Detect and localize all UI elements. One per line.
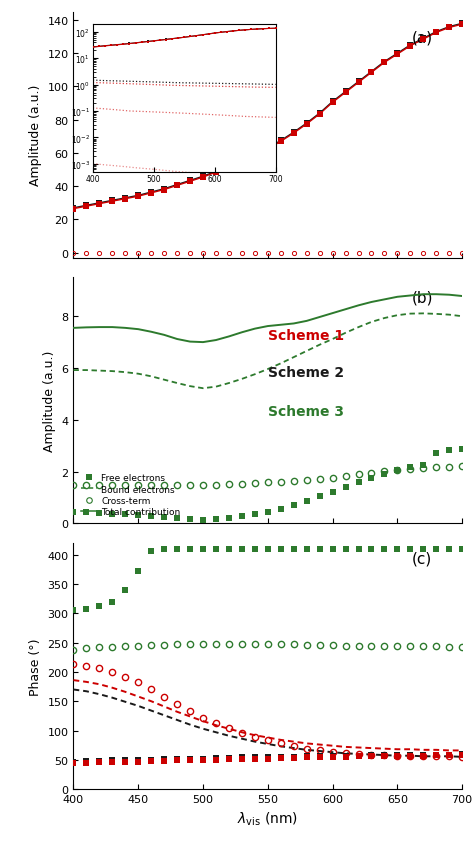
Text: (a): (a) — [411, 30, 433, 45]
Y-axis label: Amplitude (a.u.): Amplitude (a.u.) — [29, 85, 42, 187]
Y-axis label: Phase (°): Phase (°) — [29, 637, 42, 695]
Text: Scheme 3: Scheme 3 — [268, 404, 344, 419]
Text: Scheme 2: Scheme 2 — [268, 365, 344, 379]
Text: Scheme 1: Scheme 1 — [268, 328, 344, 343]
Y-axis label: Amplitude (a.u.): Amplitude (a.u.) — [43, 350, 56, 452]
Text: (c): (c) — [411, 551, 432, 566]
Legend: Free electrons, Bound electrons, Cross-term, Total contribution: Free electrons, Bound electrons, Cross-t… — [78, 471, 183, 519]
X-axis label: $\lambda_{\rm vis}$ (nm): $\lambda_{\rm vis}$ (nm) — [237, 809, 298, 827]
Text: (b): (b) — [411, 290, 433, 306]
